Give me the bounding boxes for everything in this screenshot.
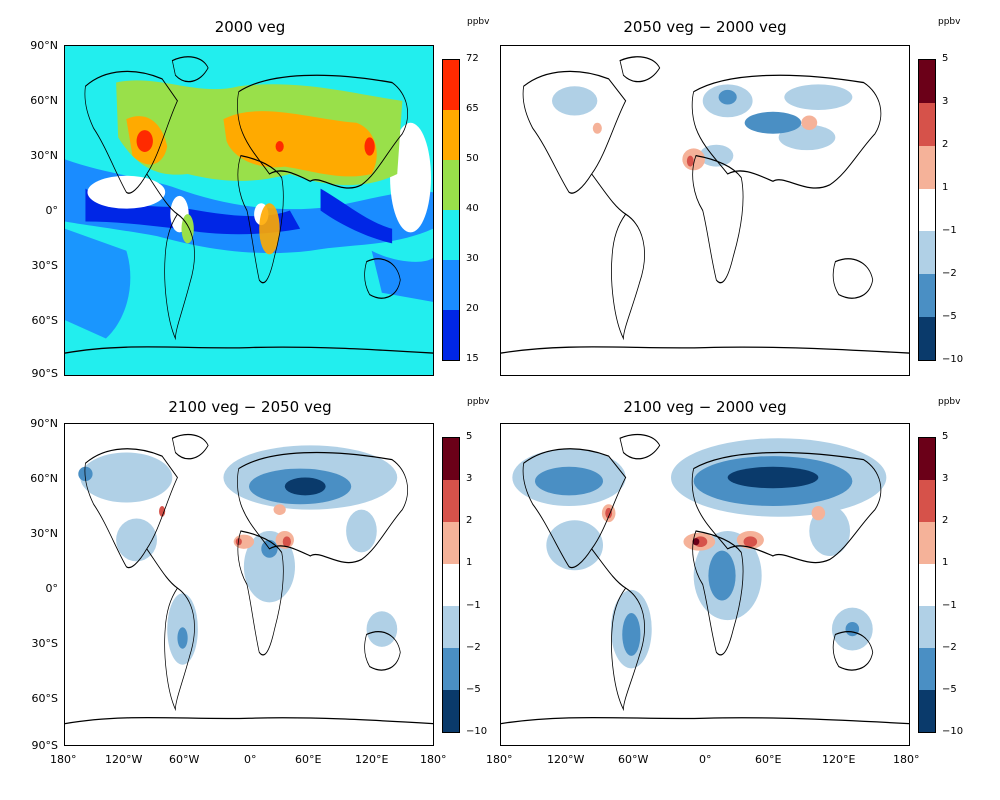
lon-tick: 60°E <box>755 753 782 766</box>
colorbar-label: 2 <box>942 139 949 150</box>
panel-title: 2000 veg <box>214 18 286 36</box>
panel-title: 2100 veg − 2000 veg <box>623 398 787 416</box>
lon-tick: 120°E <box>355 753 389 766</box>
colorbar-label: −5 <box>942 311 957 322</box>
lat-tick: 90°N <box>30 39 58 52</box>
colorbar-label: 65 <box>466 103 479 114</box>
colorbar-label: −1 <box>942 225 957 236</box>
unit-label: ppbv <box>938 17 961 27</box>
map-2000-veg <box>64 45 434 376</box>
lat-tick: 60°N <box>30 94 58 107</box>
lat-tick: 90°N <box>30 417 58 430</box>
lon-tick: 60°W <box>169 753 200 766</box>
lat-tick: 0° <box>45 582 59 595</box>
lat-tick: 0° <box>45 204 59 217</box>
lon-tick: 60°E <box>295 753 322 766</box>
unit-label: ppbv <box>938 397 961 407</box>
lon-tick: 0° <box>244 753 257 766</box>
lon-tick: 180° <box>50 753 77 766</box>
lat-tick: 30°S <box>31 637 58 650</box>
colorbar-label: 5 <box>466 431 473 442</box>
colorbar-label: −1 <box>466 600 481 611</box>
lon-tick: 120°E <box>822 753 856 766</box>
colorbar-label: 2 <box>942 515 949 526</box>
lon-tick: 60°W <box>618 753 649 766</box>
lon-tick: 180° <box>486 753 513 766</box>
unit-label: ppbv <box>467 397 490 407</box>
unit-label: ppbv <box>467 17 490 27</box>
colorbar-diff <box>918 59 936 361</box>
colorbar-diff <box>442 437 460 733</box>
colorbar-label: −5 <box>942 684 957 695</box>
panel-title: 2050 veg − 2000 veg <box>623 18 787 36</box>
lat-tick: 90°S <box>31 739 58 752</box>
colorbar-label: 1 <box>466 557 473 568</box>
map-2100-minus-2050 <box>64 423 434 746</box>
lat-tick: 60°S <box>31 314 58 327</box>
map-2050-minus-2000 <box>500 45 910 376</box>
colorbar-label: 20 <box>466 303 479 314</box>
colorbar-label: 50 <box>466 153 479 164</box>
colorbar-label: −10 <box>466 726 488 737</box>
colorbar-diff <box>918 437 936 733</box>
colorbar-label: 40 <box>466 203 479 214</box>
lon-tick: 120°W <box>547 753 585 766</box>
colorbar-label: −2 <box>942 642 957 653</box>
colorbar-label: 3 <box>942 473 949 484</box>
colorbar-2000-veg <box>442 59 460 361</box>
colorbar-label: 1 <box>942 182 949 193</box>
colorbar-label: −2 <box>942 268 957 279</box>
lat-tick: 30°N <box>30 149 58 162</box>
colorbar-label: 3 <box>466 473 473 484</box>
colorbar-label: 72 <box>466 53 479 64</box>
colorbar-label: 5 <box>942 431 949 442</box>
colorbar-label: −2 <box>466 642 481 653</box>
colorbar-label: −10 <box>942 726 964 737</box>
lat-tick: 60°N <box>30 472 58 485</box>
colorbar-label: 5 <box>942 53 949 64</box>
map-2100-minus-2000 <box>500 423 910 746</box>
colorbar-label: 2 <box>466 515 473 526</box>
lon-tick: 0° <box>699 753 712 766</box>
colorbar-label: 1 <box>942 557 949 568</box>
colorbar-label: 15 <box>466 353 479 364</box>
lat-tick: 30°S <box>31 259 58 272</box>
colorbar-label: −1 <box>942 600 957 611</box>
lat-tick: 60°S <box>31 692 58 705</box>
lon-tick: 120°W <box>105 753 143 766</box>
colorbar-label: 3 <box>942 96 949 107</box>
panel-title: 2100 veg − 2050 veg <box>168 398 332 416</box>
lon-tick: 180° <box>420 753 447 766</box>
colorbar-label: −5 <box>466 684 481 695</box>
lat-tick: 30°N <box>30 527 58 540</box>
lat-tick: 90°S <box>31 367 58 380</box>
lon-tick: 180° <box>893 753 920 766</box>
colorbar-label: 30 <box>466 253 479 264</box>
colorbar-label: −10 <box>942 354 964 365</box>
